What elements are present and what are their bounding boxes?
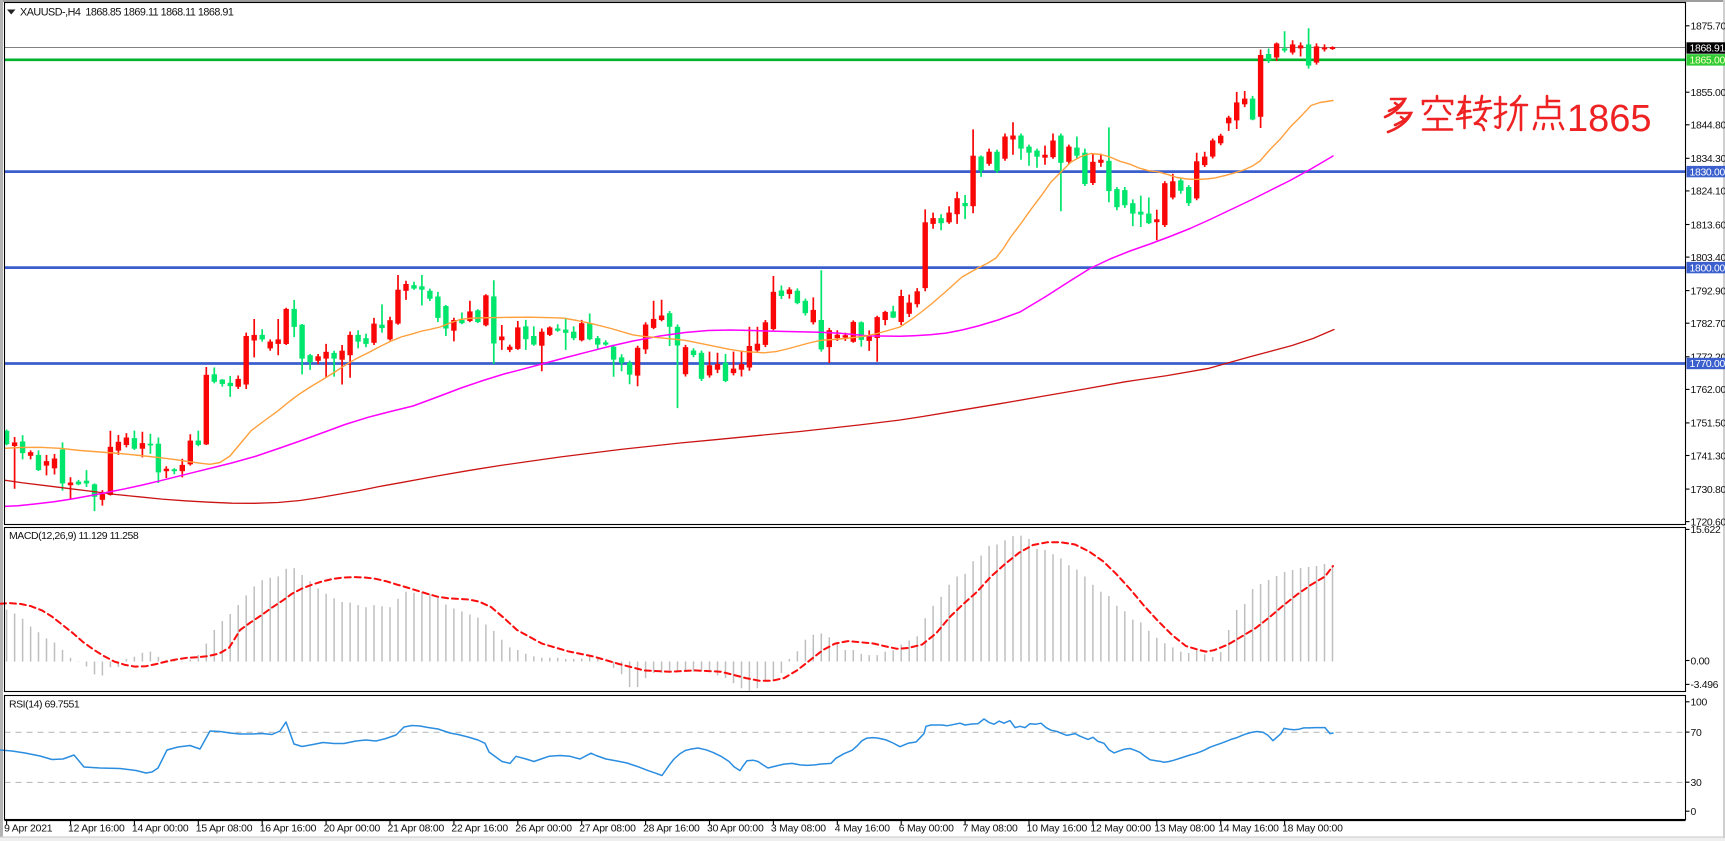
svg-text:1751.50: 1751.50 [1691,419,1725,430]
svg-text:4 May 16:00: 4 May 16:00 [835,824,890,835]
svg-text:1720.60: 1720.60 [1691,517,1725,528]
svg-text:20 Apr 00:00: 20 Apr 00:00 [324,824,381,835]
svg-text:1868.91: 1868.91 [1690,44,1725,55]
svg-text:21 Apr 08:00: 21 Apr 08:00 [388,824,445,835]
svg-text:1844.80: 1844.80 [1691,121,1725,132]
svg-text:1803.40: 1803.40 [1691,253,1725,264]
svg-text:13 May 08:00: 13 May 08:00 [1154,824,1215,835]
svg-text:22 Apr 16:00: 22 Apr 16:00 [451,824,508,835]
svg-text:7 May 08:00: 7 May 08:00 [963,824,1018,835]
svg-text:100: 100 [1691,698,1708,709]
svg-text:1741.30: 1741.30 [1691,451,1725,462]
svg-text:1762.00: 1762.00 [1691,385,1725,396]
svg-text:1830.00: 1830.00 [1690,167,1725,178]
svg-text:14 Apr 00:00: 14 Apr 00:00 [132,824,189,835]
svg-text:12 May 00:00: 12 May 00:00 [1090,824,1151,835]
svg-text:15.622: 15.622 [1691,525,1722,536]
svg-text:RSI(14) 69.7551: RSI(14) 69.7551 [9,699,80,711]
svg-text:18 May 00:00: 18 May 00:00 [1282,824,1343,835]
svg-text:14 May 16:00: 14 May 16:00 [1218,824,1279,835]
svg-text:6 May 00:00: 6 May 00:00 [899,824,954,835]
svg-text:XAUUSD-,H4 1868.85 1869.11 18: XAUUSD-,H4 1868.85 1869.11 1868.11 1868.… [20,7,234,19]
svg-text:1770.00: 1770.00 [1690,359,1725,370]
svg-text:28 Apr 16:00: 28 Apr 16:00 [643,824,700,835]
svg-text:0: 0 [1691,807,1697,818]
svg-text:1865.00: 1865.00 [1690,56,1725,67]
svg-text:27 Apr 08:00: 27 Apr 08:00 [579,824,636,835]
svg-text:1855.00: 1855.00 [1691,88,1725,99]
svg-text:30: 30 [1691,778,1702,789]
svg-text:30 Apr 00:00: 30 Apr 00:00 [707,824,764,835]
svg-text:9 Apr 2021: 9 Apr 2021 [4,824,53,835]
svg-text:1800.00: 1800.00 [1690,263,1725,274]
svg-text:10 May 16:00: 10 May 16:00 [1027,824,1088,835]
svg-text:16 Apr 16:00: 16 Apr 16:00 [260,824,317,835]
svg-text:70: 70 [1691,728,1702,739]
svg-text:MACD(12,26,9) 11.129 11.258: MACD(12,26,9) 11.129 11.258 [9,530,139,542]
svg-text:1875.70: 1875.70 [1691,22,1725,33]
svg-text:1865: 1865 [1567,98,1652,140]
svg-text:0.00: 0.00 [1691,656,1711,667]
svg-text:26 Apr 00:00: 26 Apr 00:00 [515,824,572,835]
svg-text:1730.80: 1730.80 [1691,485,1725,496]
svg-text:12 Apr 16:00: 12 Apr 16:00 [68,824,125,835]
svg-text:15 Apr 08:00: 15 Apr 08:00 [196,824,253,835]
svg-text:1782.70: 1782.70 [1691,319,1725,330]
svg-text:1824.10: 1824.10 [1691,187,1725,198]
svg-text:1813.60: 1813.60 [1691,220,1725,231]
svg-text:3 May 08:00: 3 May 08:00 [771,824,826,835]
svg-text:-3.496: -3.496 [1691,680,1719,691]
svg-text:1792.90: 1792.90 [1691,286,1725,297]
svg-text:1834.30: 1834.30 [1691,154,1725,165]
